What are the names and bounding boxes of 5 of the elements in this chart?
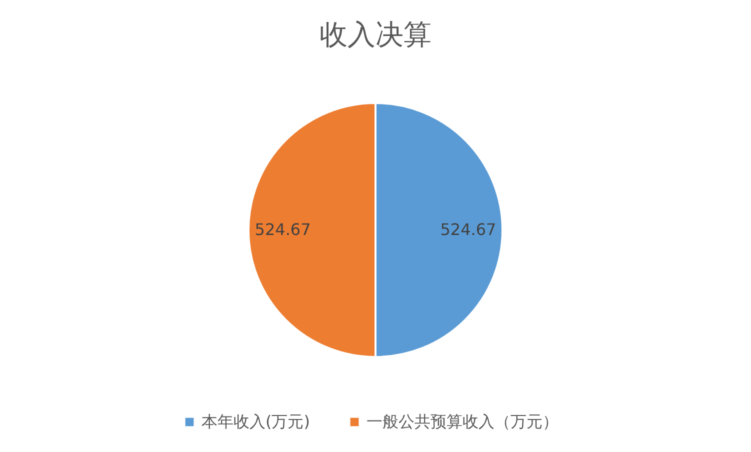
data-label: 524.67 [254,220,311,239]
legend-label: 本年收入(万元) [202,412,310,431]
data-label: 524.67 [440,220,496,239]
legend-label: 一般公共预算收入（万元） [366,412,558,431]
chart-title: 收入决算 [320,18,432,51]
